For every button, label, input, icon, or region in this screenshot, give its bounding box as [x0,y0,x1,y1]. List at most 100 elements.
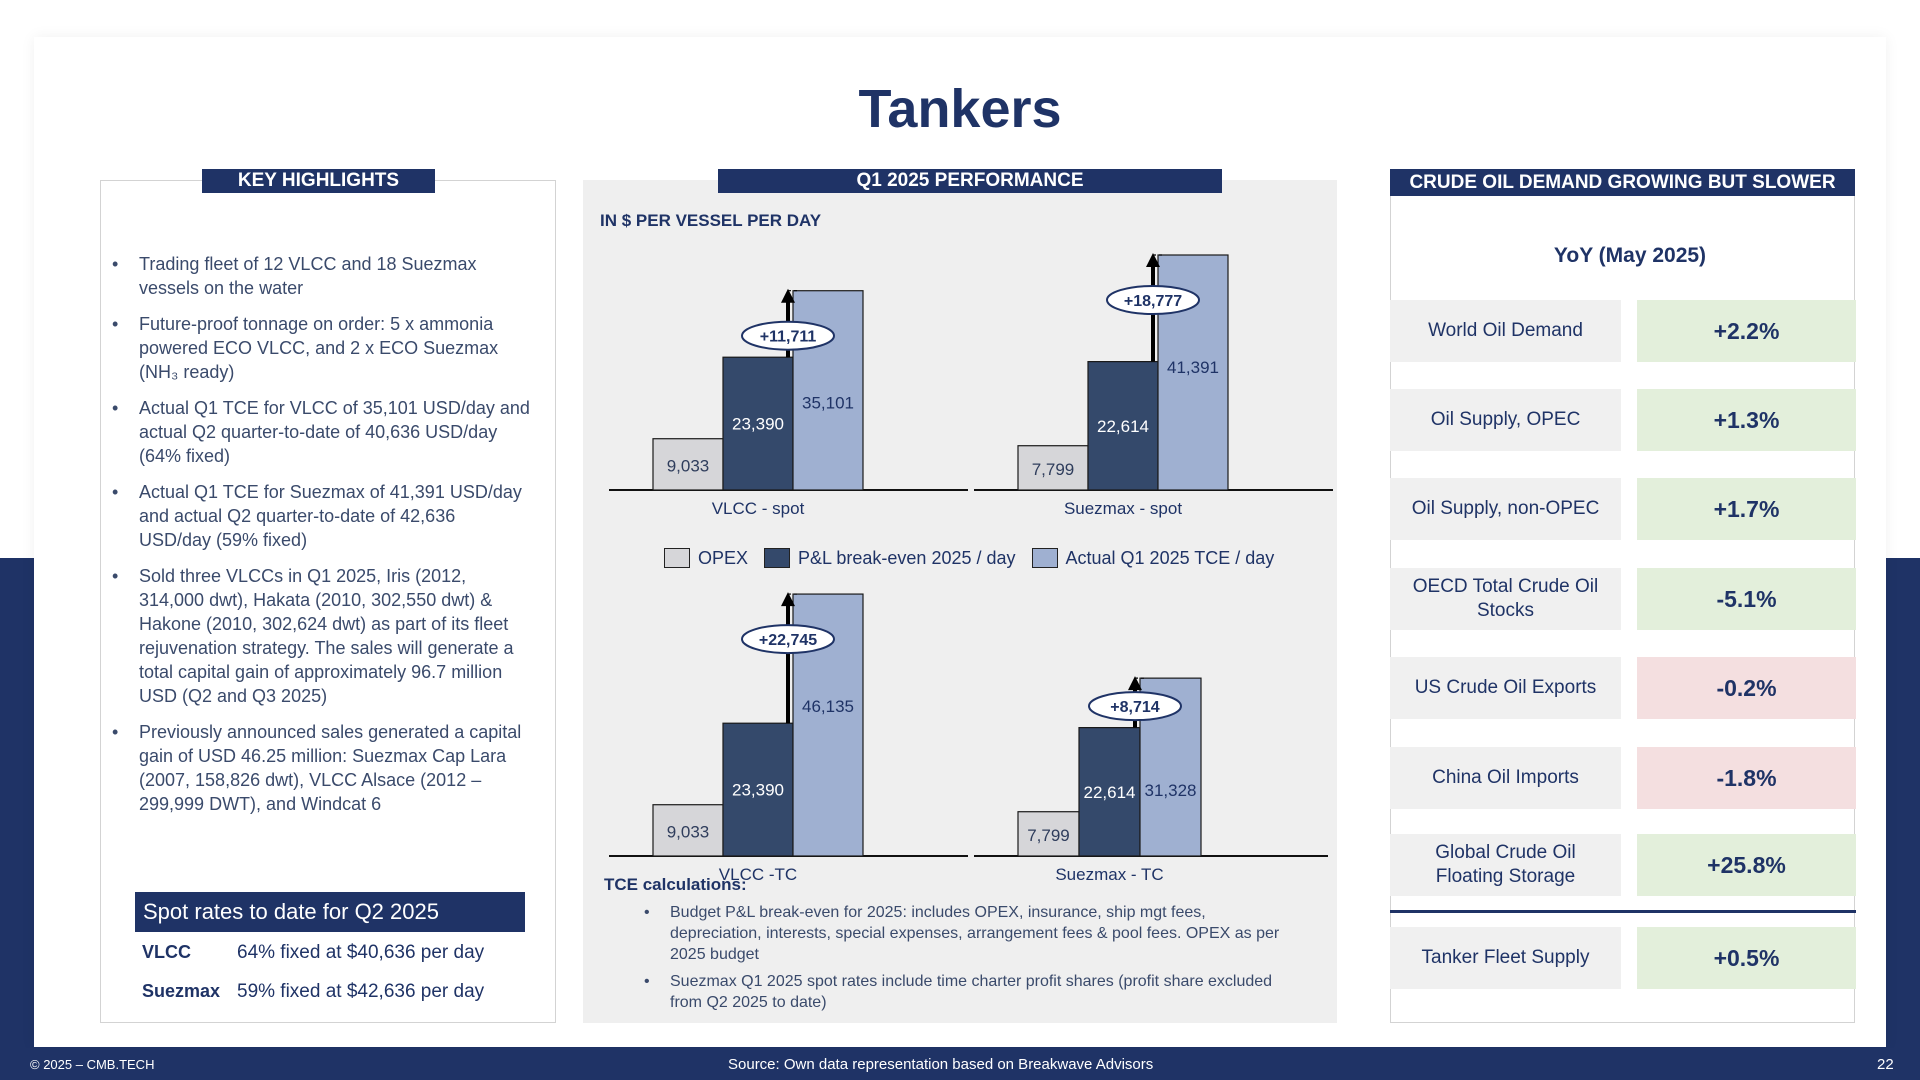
highlight-item: Actual Q1 TCE for VLCC of 35,101 USD/day… [112,396,532,468]
crude-row-value: -1.8% [1637,747,1856,809]
crude-row-value: -0.2% [1637,657,1856,719]
delta-label: +22,745 [759,632,817,649]
delta-arrow-head [1146,253,1160,267]
data-label: 9,033 [667,822,710,841]
crude-row-name: Global Crude Oil Floating Storage [1390,834,1621,896]
crude-row: Oil Supply, non-OPEC +1.7% [1390,478,1856,540]
tce-note: Budget P&L break-even for 2025: includes… [644,902,1284,965]
highlight-item: Future-proof tonnage on order: 5 x ammon… [112,312,532,384]
chart-bar [1078,727,1141,857]
category-label: Suezmax - spot [1064,499,1182,518]
data-label: 23,390 [732,415,784,434]
chart-legend: OPEX P&L break-even 2025 / day Actual Q1… [664,548,1274,569]
spot-rates-title: Spot rates to date for Q2 2025 [135,892,525,932]
crude-divider [1390,910,1856,913]
performance-subtitle: IN $ PER VESSEL PER DAY [600,211,822,230]
footer: © 2025 – CMB.TECH Source: Own data repre… [0,1048,1920,1080]
highlight-item: Previously announced sales generated a c… [112,720,532,816]
chart-bar [1017,811,1080,857]
crude-row: Oil Supply, OPEC +1.3% [1390,389,1856,451]
crude-row: Global Crude Oil Floating Storage +25.8% [1390,834,1856,896]
performance-header: Q1 2025 PERFORMANCE [718,169,1222,193]
crude-row-value: +2.2% [1637,300,1856,362]
chart-bar [792,290,864,491]
data-label: 23,390 [732,781,784,800]
crude-row: Tanker Fleet Supply +0.5% [1390,927,1856,989]
spot-row-text: 59% fixed at $42,636 per day [237,981,485,1002]
delta-arrow-head [1128,676,1142,691]
crude-row-name: OECD Total Crude Oil Stocks [1390,568,1621,630]
delta-badge [741,320,835,351]
legend-swatch [764,548,791,568]
crude-row-value: +1.3% [1637,389,1856,451]
tce-calculations-title: TCE calculations: [604,875,747,894]
crude-row-name: Tanker Fleet Supply [1390,927,1621,989]
performance-chart: 9,033 23,390 35,101 +11,711 VLCC - spot 7,799… [609,253,1333,884]
chart-bar [1087,361,1159,491]
crude-row-name: China Oil Imports [1390,747,1621,809]
crude-row-name: Oil Supply, OPEC [1390,389,1621,451]
delta-label: +18,777 [1124,293,1182,310]
crude-row-value: +1.7% [1637,478,1856,540]
spot-row-text: 64% fixed at $40,636 per day [237,942,485,963]
crude-row: World Oil Demand +2.2% [1390,300,1856,362]
tce-notes: Budget P&L break-even for 2025: includes… [644,902,1284,1019]
crude-row: OECD Total Crude Oil Stocks -5.1% [1390,568,1856,630]
data-label: 22,614 [1097,417,1149,436]
chart-bar [1017,445,1089,491]
chart-bar [722,722,794,857]
legend-item-breakeven: P&L break-even 2025 / day [764,548,1016,569]
crude-row: China Oil Imports -1.8% [1390,747,1856,809]
legend-item-tce: Actual Q1 2025 TCE / day [1031,548,1275,569]
spot-row-label: Suezmax [142,981,221,1001]
footer-copyright: © 2025 – CMB.TECH [30,1057,155,1072]
highlight-item: Actual Q1 TCE for Suezmax of 41,391 USD/… [112,480,532,552]
crude-oil-header: CRUDE OIL DEMAND GROWING BUT SLOWER [1390,169,1855,196]
data-label: 7,799 [1032,460,1075,479]
crude-row-name: Oil Supply, non-OPEC [1390,478,1621,540]
crude-row-name: World Oil Demand [1390,300,1621,362]
delta-badge [741,624,835,655]
highlight-item: Trading fleet of 12 VLCC and 18 Suezmax … [112,252,532,300]
data-label: 9,033 [667,456,710,475]
data-label: 31,328 [1145,781,1197,800]
key-highlights-list: Trading fleet of 12 VLCC and 18 Suezmax … [112,252,532,828]
key-highlights-header: KEY HIGHLIGHTS [202,169,435,193]
category-label: Suezmax - TC [1055,865,1163,884]
crude-row-value: +0.5% [1637,927,1856,989]
delta-badge [1088,691,1182,722]
chart-bar [652,438,724,491]
data-label: 46,135 [802,697,854,716]
yoy-label: YoY (May 2025) [1553,244,1707,267]
legend-label: Actual Q1 2025 TCE / day [1065,548,1275,568]
data-label: 7,799 [1027,826,1070,845]
chart-bar [652,804,724,857]
legend-label: P&L break-even 2025 / day [798,548,1016,568]
delta-arrow-head [781,592,795,607]
data-label: 41,391 [1167,358,1219,377]
delta-label: +11,711 [760,329,817,346]
spot-row-label: VLCC [142,942,191,962]
delta-label: +8,714 [1110,699,1159,716]
legend-swatch [664,548,690,568]
legend-item-opex: OPEX [664,548,748,569]
footer-source: Source: Own data representation based on… [728,1056,1154,1073]
data-label: 22,614 [1084,783,1136,802]
crude-row-value: -5.1% [1637,568,1856,630]
category-label: VLCC -TC [719,865,797,884]
tce-note: Suezmax Q1 2025 spot rates include time … [644,971,1284,1013]
delta-badge [1106,285,1200,315]
crude-row-name: US Crude Oil Exports [1390,657,1621,719]
spot-row-vlcc: VLCC 64% fixed at $40,636 per day [142,942,484,964]
crude-row: US Crude Oil Exports -0.2% [1390,657,1856,719]
legend-label: OPEX [698,548,749,568]
spot-row-suezmax: Suezmax 59% fixed at $42,636 per day [142,981,484,1003]
delta-arrow-head [781,288,795,303]
category-label: VLCC - spot [712,499,805,518]
crude-row-value: +25.8% [1637,834,1856,896]
footer-page-number: 22 [1877,1056,1894,1073]
highlight-item: Sold three VLCCs in Q1 2025, Iris (2012,… [112,564,532,708]
legend-swatch [1031,548,1058,568]
chart-bar [722,356,794,491]
data-label: 35,101 [802,394,854,413]
